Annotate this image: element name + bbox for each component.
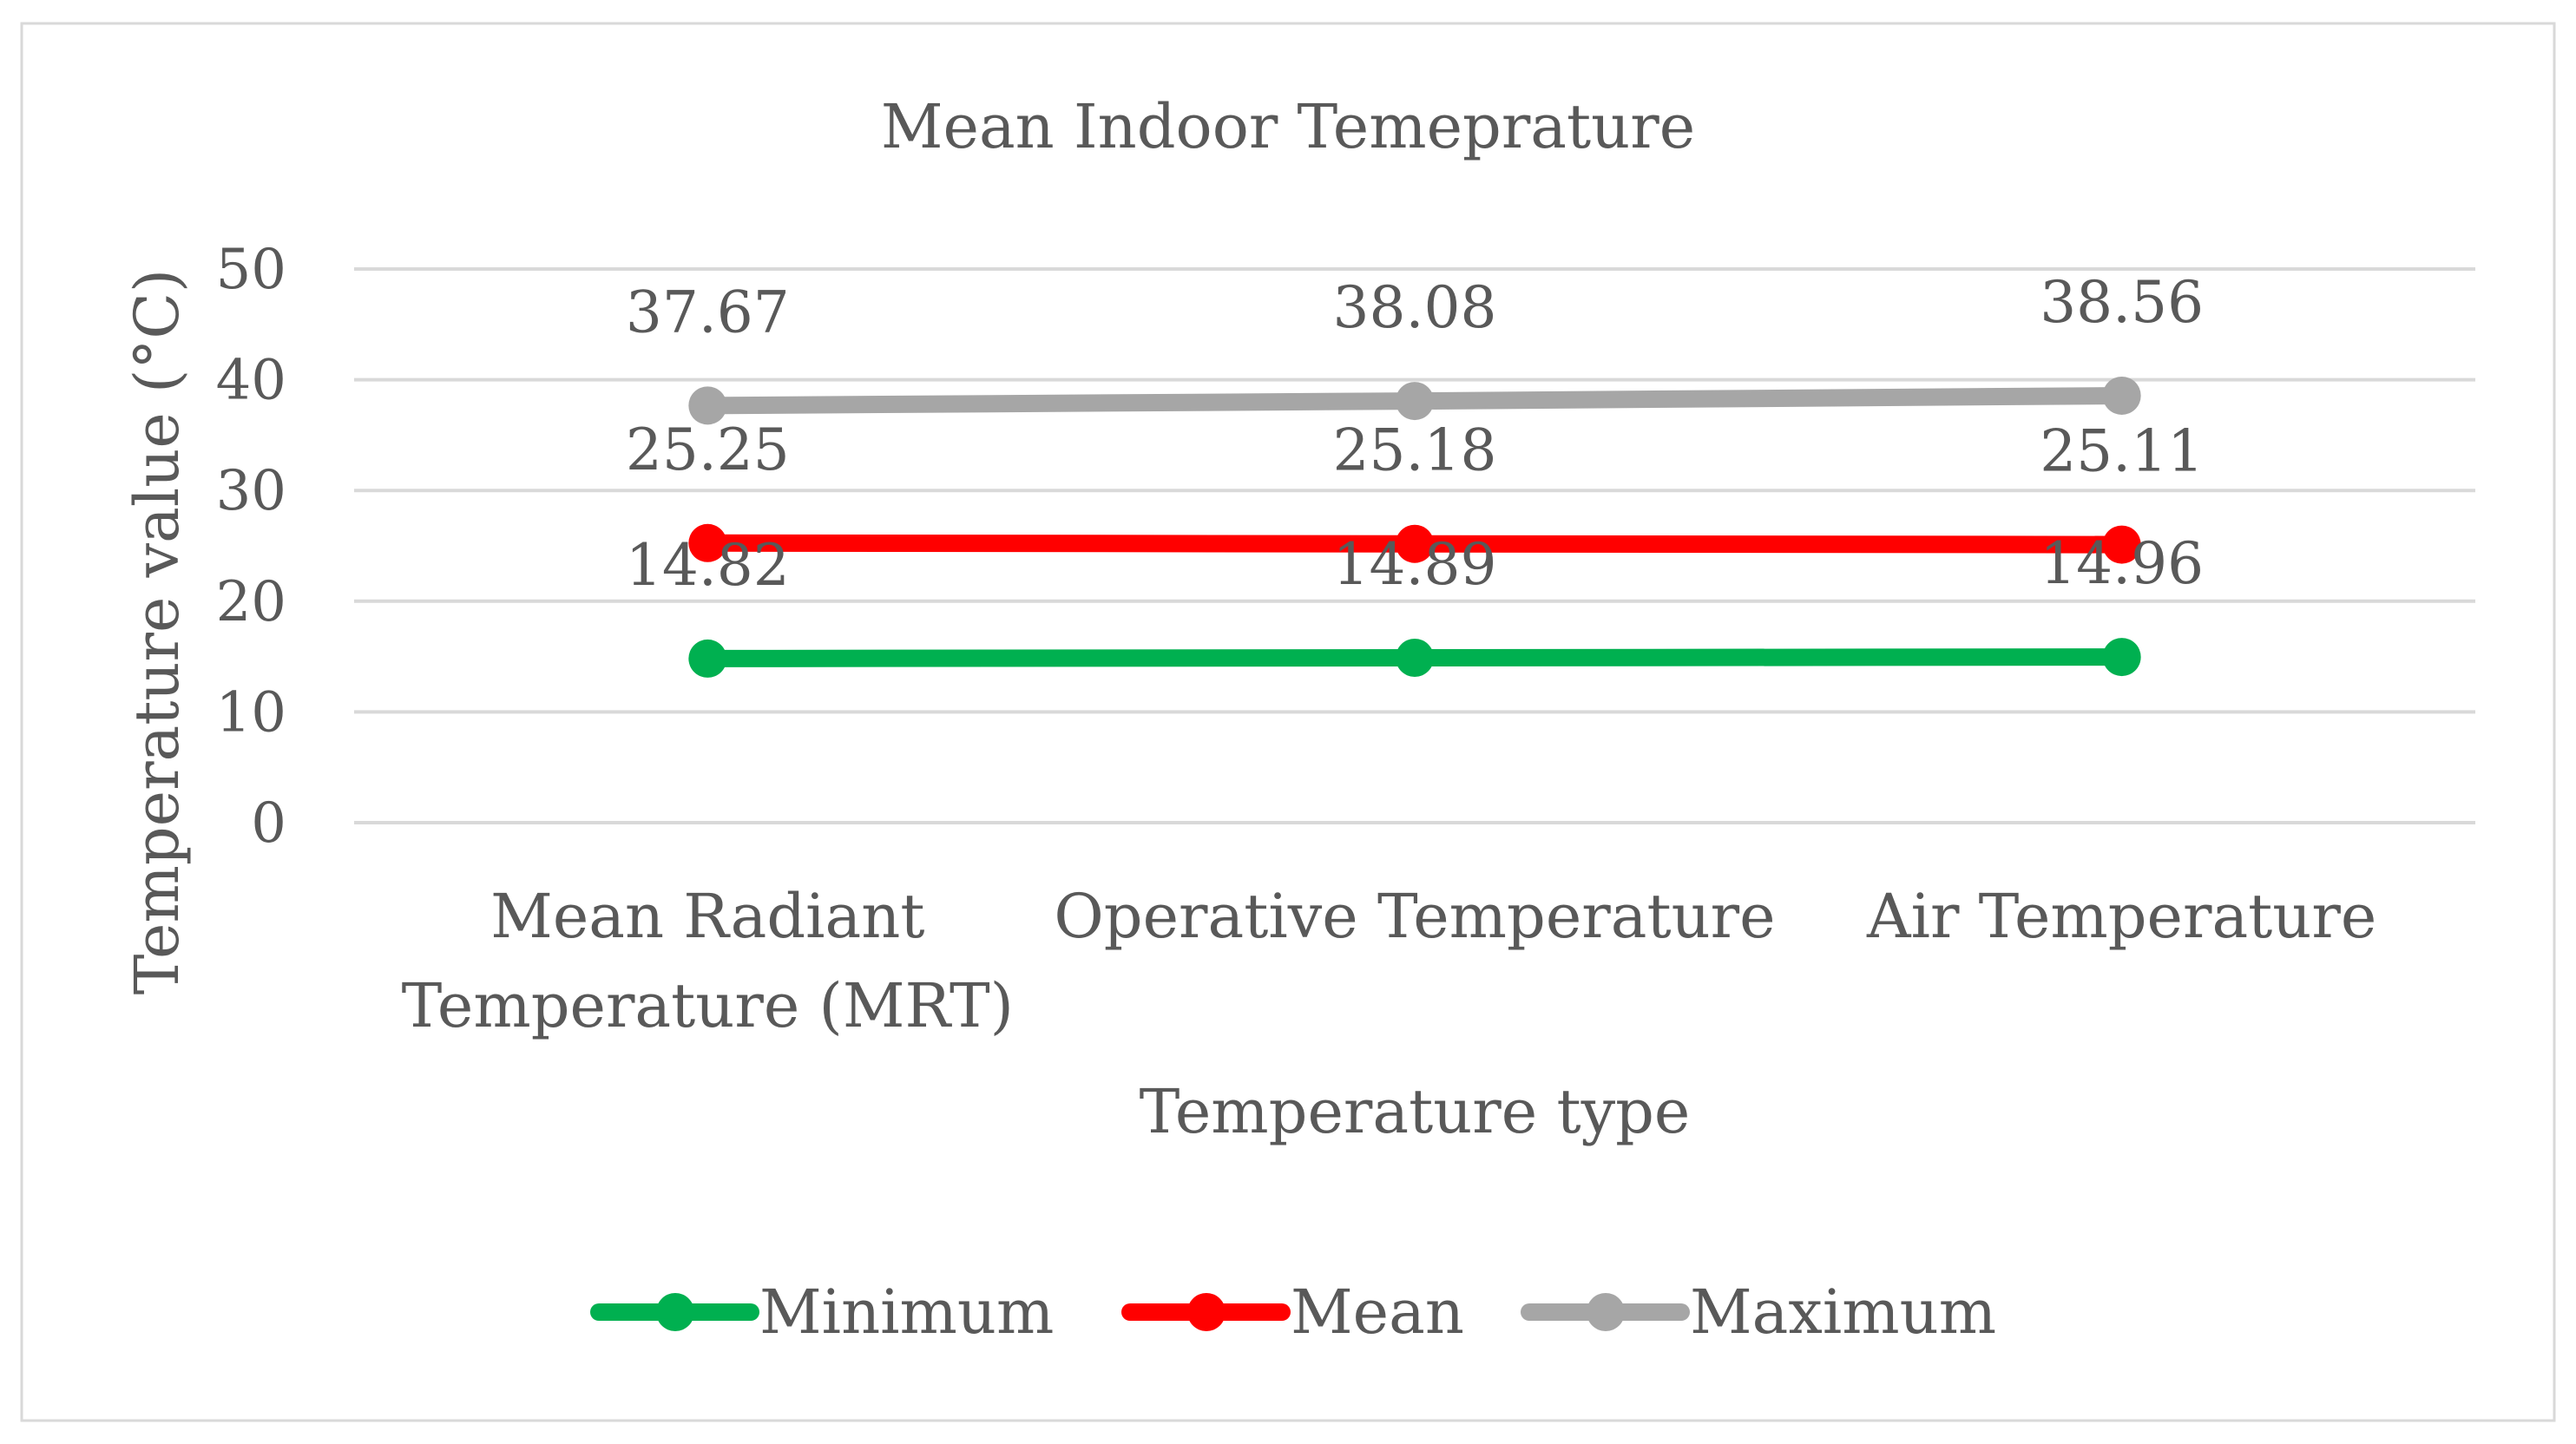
legend-item-minimum: Minimum: [590, 1277, 1054, 1348]
legend-item-mean: Mean: [1121, 1277, 1464, 1348]
data-label: 38.56: [2040, 269, 2204, 336]
x-tick-label: Temperature (MRT): [402, 970, 1014, 1041]
data-label: 38.08: [1333, 274, 1497, 341]
y-tick-label: 20: [216, 570, 286, 634]
legend-marker: [1587, 1293, 1625, 1331]
data-labels: 14.82 14.89 14.96 25.25 25.18 25.11 37.67 38.08…: [626, 269, 2204, 599]
legend-label: Mean: [1291, 1277, 1464, 1348]
legend-label: Minimum: [759, 1277, 1054, 1348]
data-label: 14.82: [626, 532, 790, 599]
y-tick-label: 50: [216, 238, 286, 302]
data-point-minimum: [688, 639, 727, 678]
data-point-maximum: [2102, 376, 2141, 415]
y-tick-label: 40: [216, 349, 286, 413]
gridlines: [354, 267, 2475, 824]
data-point-mean: [1396, 524, 1434, 563]
chart-border: [20, 22, 2556, 1422]
legend-marker: [656, 1293, 694, 1331]
data-label: 25.11: [2040, 418, 2204, 485]
series-lines: [688, 376, 2141, 678]
y-tick-label: 0: [251, 791, 286, 856]
legend-label: Maximum: [1690, 1277, 1996, 1348]
data-point-mean: [2102, 525, 2141, 564]
y-tick-label: 10: [216, 680, 286, 745]
data-label: 25.25: [626, 417, 790, 483]
y-tick-label: 30: [216, 459, 286, 523]
x-tick-label: Air Temperature: [1866, 881, 2376, 952]
y-axis-label: Temperature value (°C): [122, 269, 193, 994]
x-tick-label: Operative Temperature: [1054, 881, 1775, 952]
legend-marker: [1187, 1293, 1226, 1331]
legend-item-maximum: Maximum: [1521, 1277, 1996, 1348]
data-point-minimum: [1396, 639, 1434, 678]
data-label: 14.96: [2040, 530, 2204, 597]
x-tick-label: Mean Radiant: [490, 881, 924, 952]
data-label: 37.67: [626, 279, 790, 345]
x-axis-ticks: Mean Radiant Temperature (MRT) Operative T…: [402, 881, 2377, 1041]
data-point-maximum: [688, 386, 727, 425]
data-point-maximum: [1396, 382, 1434, 421]
legend: Minimum Mean Maximum: [590, 1277, 1996, 1348]
data-point-minimum: [2102, 638, 2141, 677]
data-label: 25.18: [1333, 417, 1497, 484]
y-axis-ticks: 0 10 20 30 40 50: [216, 238, 286, 856]
data-point-mean: [688, 523, 727, 562]
data-label: 14.89: [1333, 531, 1497, 598]
chart-title: Mean Indoor Temeprature: [881, 91, 1695, 162]
x-axis-label: Temperature type: [1140, 1076, 1691, 1147]
